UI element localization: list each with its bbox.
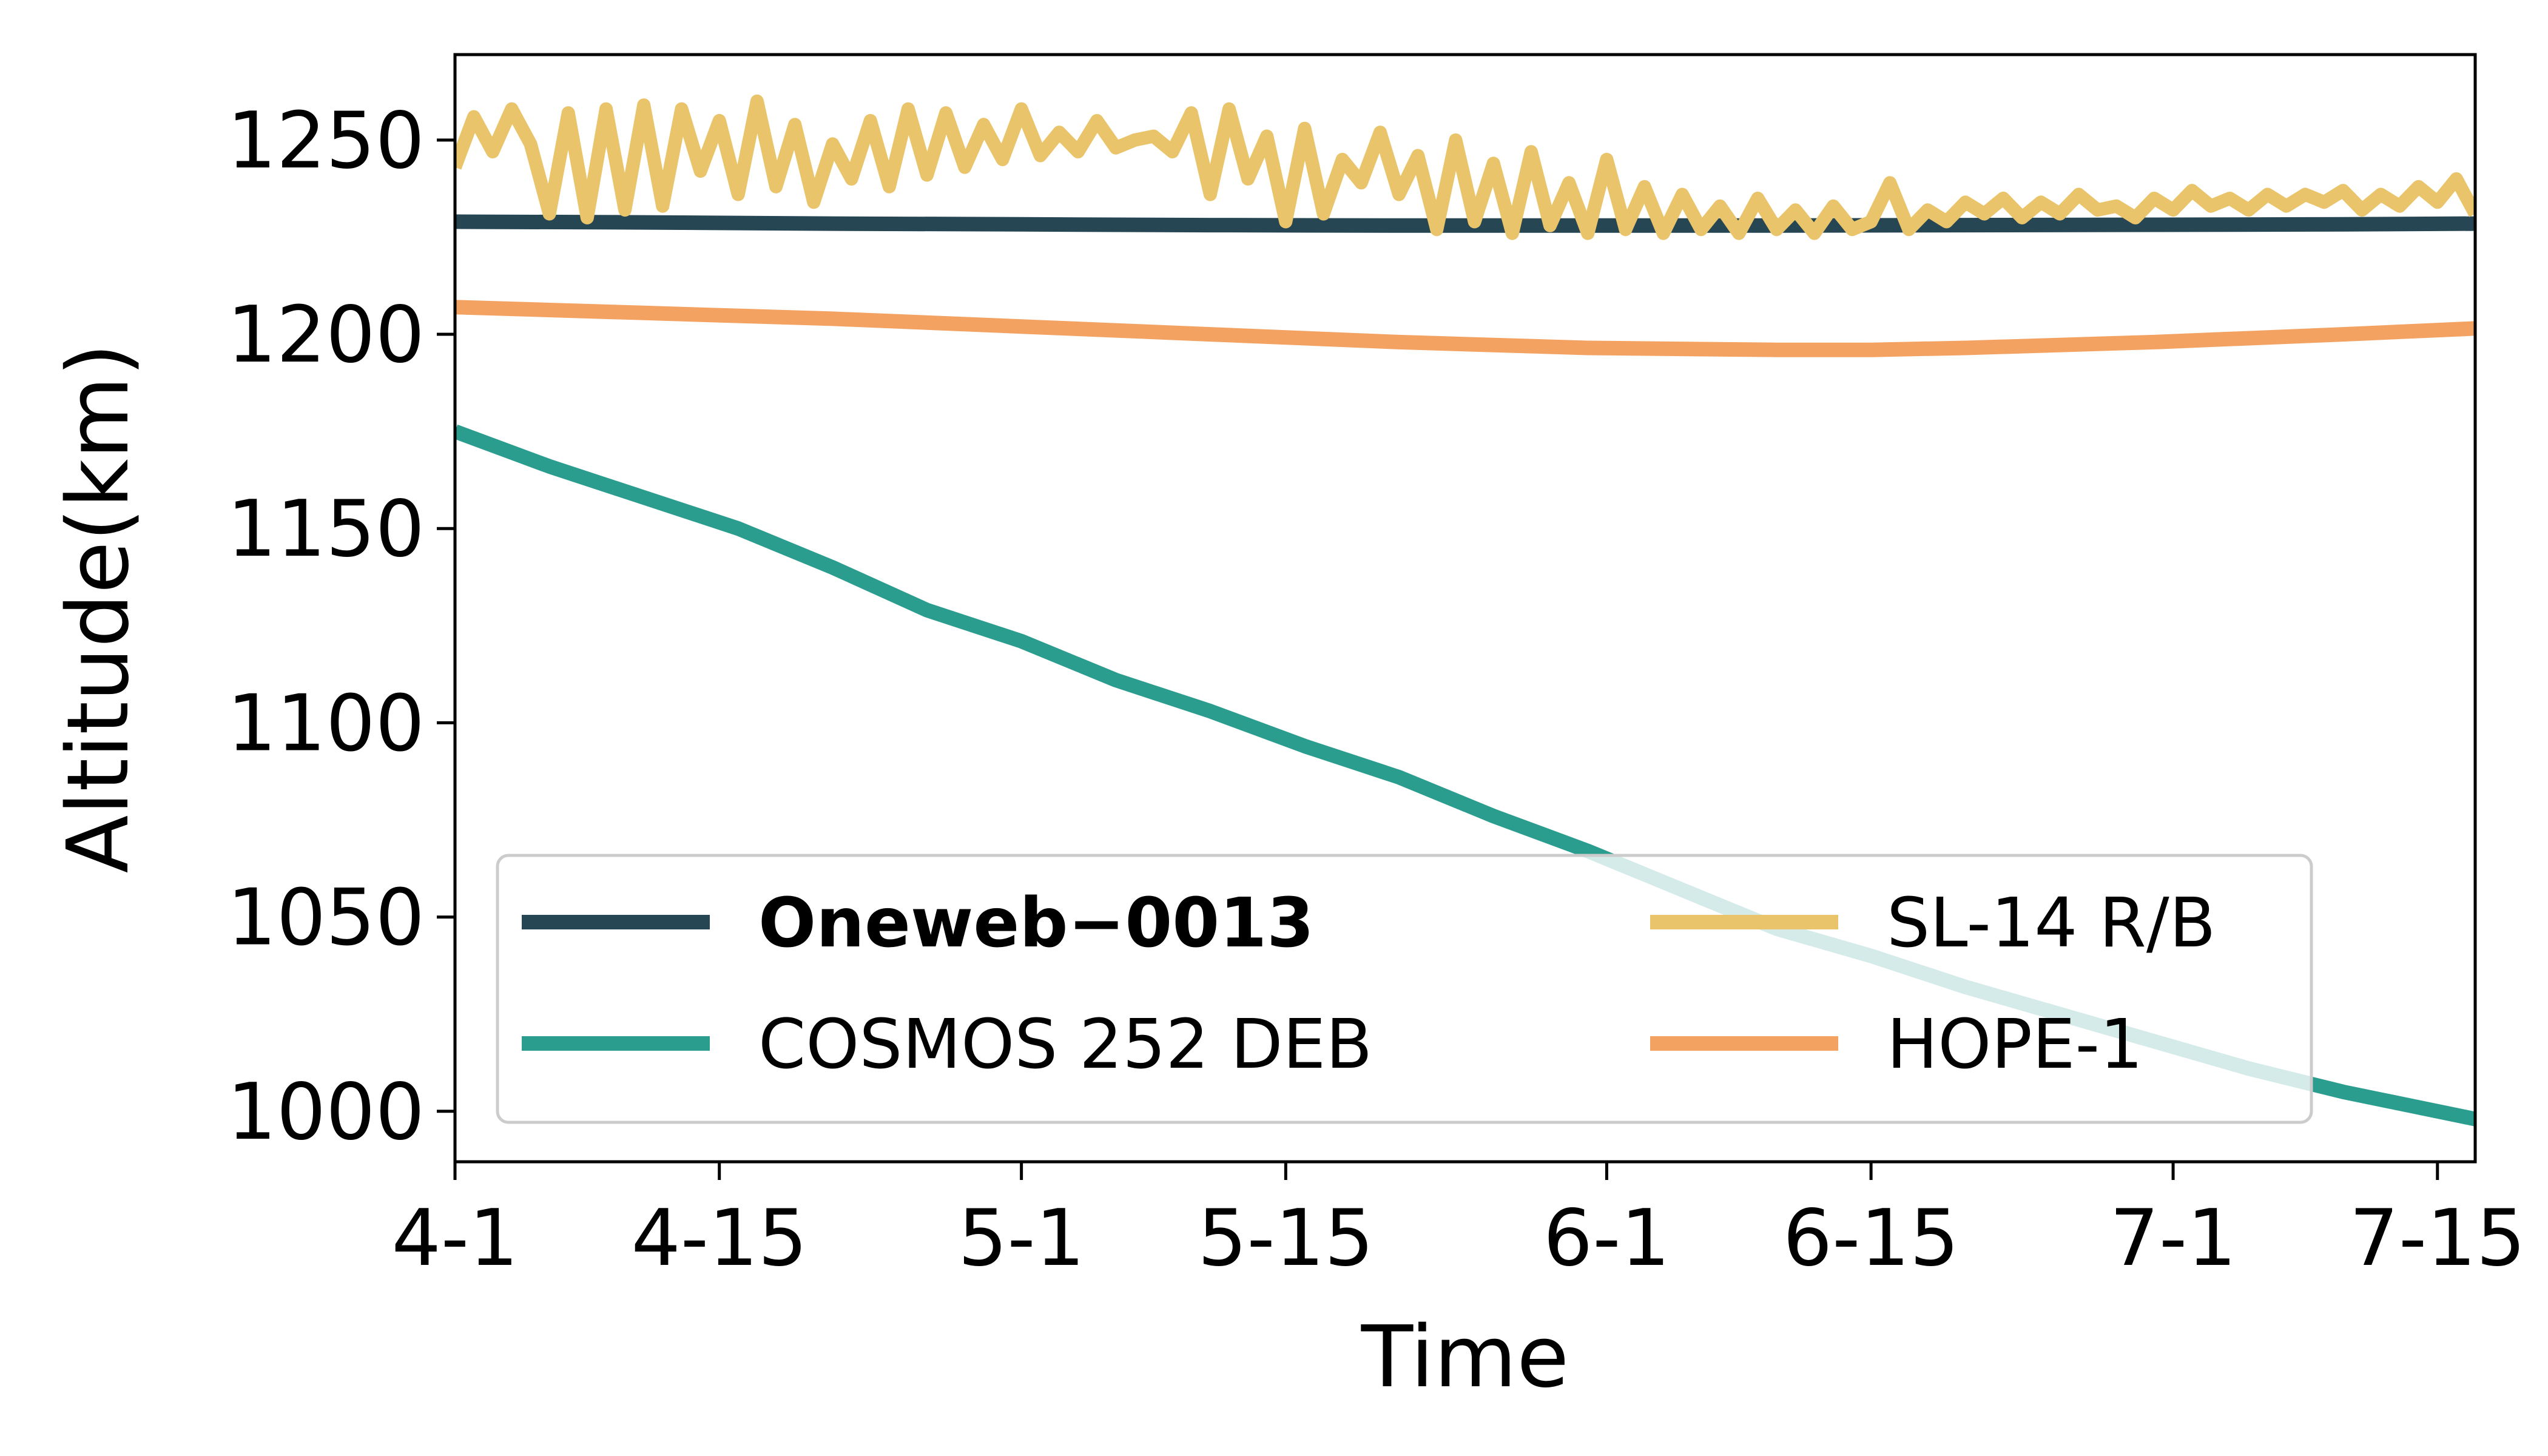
legend-label-sl-14-r-b: SL-14 R/B: [1887, 884, 2216, 963]
x-tick-label: 6-1: [1543, 1193, 1670, 1284]
y-tick-label: 1150: [227, 484, 425, 575]
x-tick-label: 4-1: [391, 1193, 518, 1284]
x-tick-label: 6-15: [1783, 1193, 1960, 1284]
x-axis-label: Time: [1361, 1308, 1569, 1407]
y-axis-label: Altitude(km): [49, 343, 148, 874]
x-tick-label: 5-1: [958, 1193, 1085, 1284]
y-tick-label: 1050: [227, 873, 425, 963]
x-tick-label: 5-15: [1198, 1193, 1374, 1284]
x-tick-label: 7-15: [2350, 1193, 2526, 1284]
y-tick-label: 1250: [227, 96, 425, 186]
y-tick-label: 1200: [227, 290, 425, 380]
legend-label-hope-1: HOPE-1: [1887, 1005, 2143, 1084]
legend-label-oneweb-0013: Oneweb−0013: [758, 884, 1314, 963]
series-line-hope-1: [455, 300, 2475, 357]
legend: Oneweb−0013 COSMOS 252 DEB SL-14 R/B HOPE-1: [496, 854, 2313, 1124]
legend-label-cosmos-252-deb: COSMOS 252 DEB: [758, 1005, 1372, 1084]
plot-frame: [453, 53, 2477, 1164]
y-tick-label: 1000: [227, 1067, 425, 1158]
axes-layer: 1000 1050 1100 1150 1200 1250 4-1 4-15 5-1 5-15 6-…: [49, 53, 2526, 1407]
legend-box: [496, 854, 2313, 1124]
x-tick-label: 7-1: [2110, 1193, 2237, 1284]
series-line-sl-14-r-b: [455, 94, 2475, 240]
series-line-oneweb-0013: [455, 214, 2475, 233]
y-tick-label: 1100: [227, 678, 425, 769]
x-tick-label: 4-15: [631, 1193, 807, 1284]
